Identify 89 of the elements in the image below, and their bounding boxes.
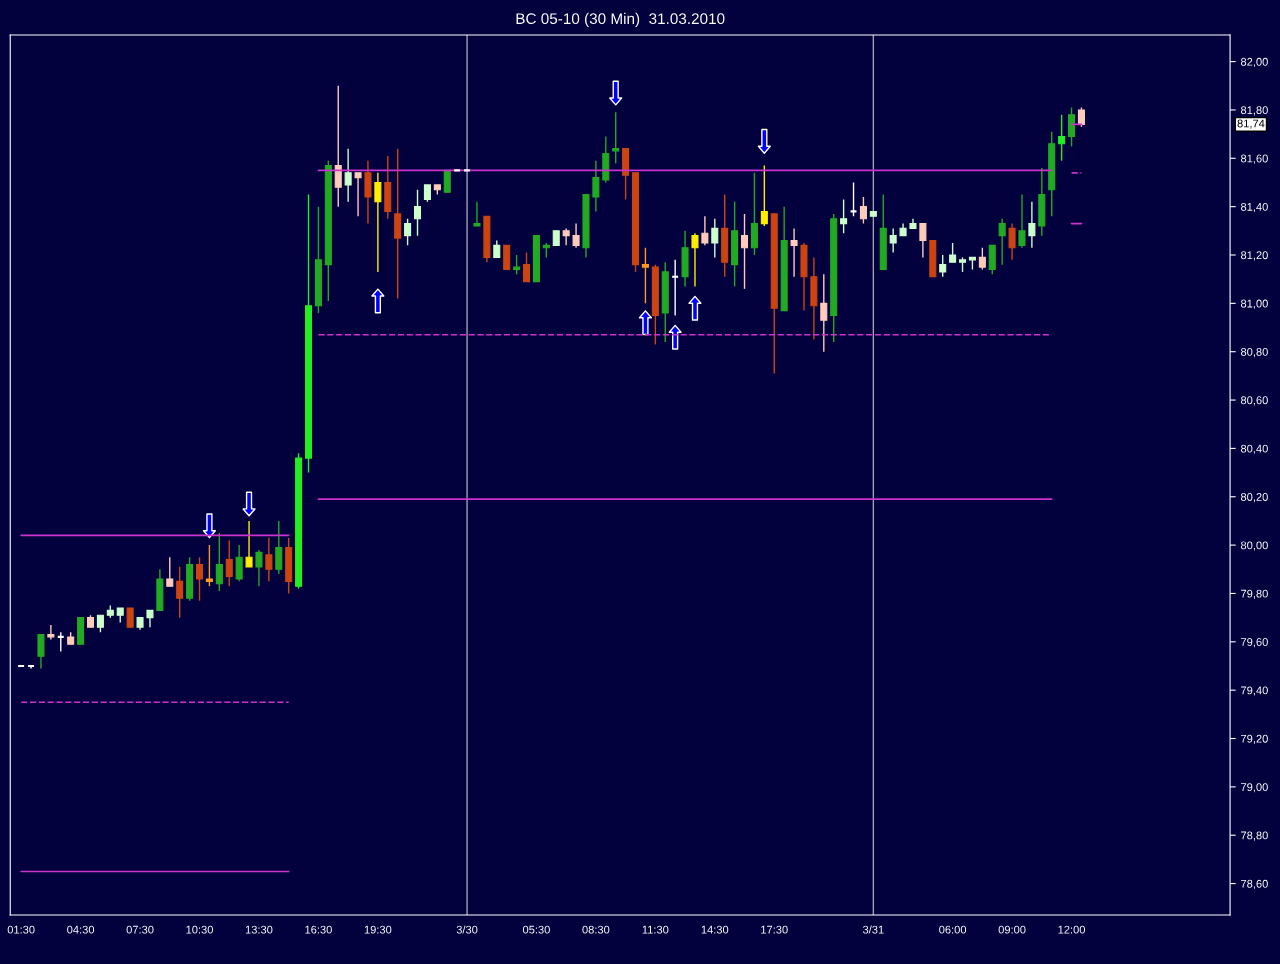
y-tick-label: 78,60 (1241, 879, 1268, 890)
candlestick (56, 631, 65, 653)
x-tick-label: 17:30 (761, 925, 788, 934)
candlestick (691, 232, 699, 288)
x-tick-label: 08:30 (582, 925, 610, 934)
y-tick-label: 80,40 (1240, 444, 1268, 454)
candlestick (939, 254, 947, 278)
candlestick (255, 549, 263, 587)
x-tick-label: 07:30 (126, 925, 154, 934)
candlestick (47, 624, 55, 641)
candlestick (790, 227, 798, 278)
candlestick (1018, 193, 1026, 249)
candlestick (334, 85, 342, 208)
candlestick (820, 273, 828, 353)
candlestick (889, 227, 897, 254)
candlestick (1077, 106, 1085, 128)
candlestick (176, 566, 184, 619)
candlestick (473, 201, 481, 227)
candlestick (37, 633, 45, 670)
candlestick (849, 181, 858, 218)
candlestick (612, 111, 620, 164)
candlestick (572, 222, 580, 249)
x-tick-label: 05:30 (522, 925, 550, 934)
candlestick (641, 247, 649, 305)
candlestick (205, 544, 213, 587)
candlestick (1008, 222, 1016, 261)
y-tick-label: 79,00 (1241, 783, 1268, 793)
y-tick-label: 82,00 (1240, 57, 1268, 68)
x-tick-label: 3/30 (456, 925, 478, 934)
candlestick (760, 164, 768, 227)
y-tick-label: 80,80 (1240, 347, 1268, 358)
candlestick (978, 247, 986, 271)
y-tick-label: 81,40 (1240, 202, 1268, 213)
candlestick (404, 218, 412, 247)
candlestick (1028, 201, 1036, 249)
x-tick-label: 13:30 (245, 925, 273, 934)
x-tick-label: 04:30 (67, 925, 95, 934)
candlestick (245, 520, 253, 568)
candlestick (275, 520, 283, 575)
candlestick (235, 544, 243, 583)
candlestick (225, 539, 233, 587)
candlestick (166, 556, 174, 587)
candlestick (919, 222, 927, 259)
x-tick-label: 12:00 (1058, 925, 1085, 934)
y-tick-label: 80,00 (1240, 541, 1268, 551)
candlestick (522, 251, 531, 283)
candlestick (562, 227, 570, 247)
candlestick (592, 160, 600, 213)
x-tick-label: 06:00 (939, 925, 967, 934)
x-tick-label: 09:00 (998, 925, 1026, 934)
candlestick (126, 607, 134, 629)
candlestick (354, 172, 362, 218)
candlestick (859, 196, 867, 225)
y-tick-label: 81,80 (1240, 106, 1268, 116)
x-tick-label: 11:30 (642, 925, 669, 934)
candlestick (265, 537, 273, 583)
x-tick-label: 3/31 (862, 925, 884, 934)
candlestick (711, 218, 719, 259)
y-tick-label: 81,60 (1240, 154, 1268, 164)
chart-title: BC 05-10 (30 Min) 31.03.2010 (516, 12, 725, 28)
candlestick (344, 147, 352, 203)
candlestick (215, 532, 223, 592)
y-tick-label: 81,20 (1240, 251, 1268, 261)
x-tick-label: 01:30 (7, 925, 35, 934)
candlestick (413, 189, 422, 237)
candlestick (840, 198, 848, 234)
candlestick (195, 556, 204, 602)
candlestick (949, 242, 957, 263)
x-tick-label: 14:30 (701, 925, 729, 934)
candlestick (671, 259, 680, 317)
candlestick (1058, 114, 1066, 162)
text: 81,74 (1237, 119, 1265, 129)
candlestick (701, 215, 709, 247)
x-tick-label: 16:30 (305, 925, 332, 934)
x-tick-label: 10:30 (186, 925, 213, 934)
candlestick (740, 213, 749, 290)
candlestick (374, 172, 382, 273)
x-tick-label: 19:30 (364, 925, 392, 934)
y-tick-label: 80,60 (1240, 396, 1268, 406)
y-tick-label: 78,80 (1241, 831, 1268, 841)
candlestick (998, 218, 1006, 266)
y-tick-label: 81,00 (1240, 299, 1268, 309)
y-tick-label: 79,40 (1241, 686, 1268, 696)
y-tick-label: 79,80 (1241, 589, 1268, 599)
y-tick-label: 79,20 (1241, 734, 1268, 744)
candlestick (513, 254, 521, 276)
y-tick-label: 80,20 (1240, 493, 1268, 503)
y-tick-label: 79,60 (1241, 638, 1268, 648)
candlestick (1068, 106, 1076, 147)
